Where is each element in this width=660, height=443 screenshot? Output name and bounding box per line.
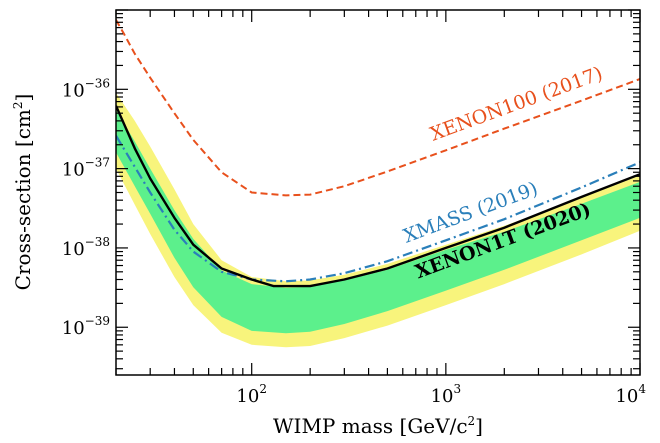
- minor-ticks: [115, 10, 640, 375]
- band-1-sigma: [116, 109, 640, 334]
- x-tick-exponent: 2: [259, 382, 267, 396]
- x-tick-exponent: 3: [453, 382, 461, 396]
- y-tick-label: 10−38: [62, 235, 110, 260]
- x-tick-base: 10: [615, 386, 638, 407]
- x-tick-label: 104: [615, 382, 646, 407]
- series-label-0: XENON100 (2017): [427, 62, 605, 145]
- x-tick-base: 10: [236, 386, 259, 407]
- y-tick-exponent: −36: [85, 76, 110, 90]
- y-tick-exponent: −37: [85, 156, 110, 170]
- series-line-1: [116, 135, 640, 283]
- plot-frame: [115, 9, 641, 376]
- x-tick-exponent: 4: [638, 382, 646, 396]
- x-tick-label: 103: [431, 382, 462, 407]
- sensitivity-bands: [116, 92, 640, 348]
- y-tick-exponent: −39: [85, 314, 110, 328]
- y-tick-label: 10−36: [62, 76, 110, 101]
- limit-curves: [116, 19, 640, 288]
- y-tick-base: 10: [62, 80, 85, 101]
- y-tick-base: 10: [62, 318, 85, 339]
- y-axis-title: Cross-section [cm2]: [11, 94, 35, 291]
- x-tick-label: 102: [236, 382, 267, 407]
- y-tick-label: 10−37: [62, 156, 110, 181]
- y-tick-base: 10: [62, 160, 85, 181]
- x-axis-title: WIMP mass [GeV/c2]: [273, 414, 483, 438]
- y-tick-label: 10−39: [62, 314, 110, 339]
- y-tick-exponent: −38: [85, 235, 110, 249]
- y-tick-base: 10: [62, 239, 85, 260]
- series-line-0: [116, 19, 640, 197]
- series-line-2: [116, 105, 640, 288]
- x-tick-base: 10: [431, 386, 454, 407]
